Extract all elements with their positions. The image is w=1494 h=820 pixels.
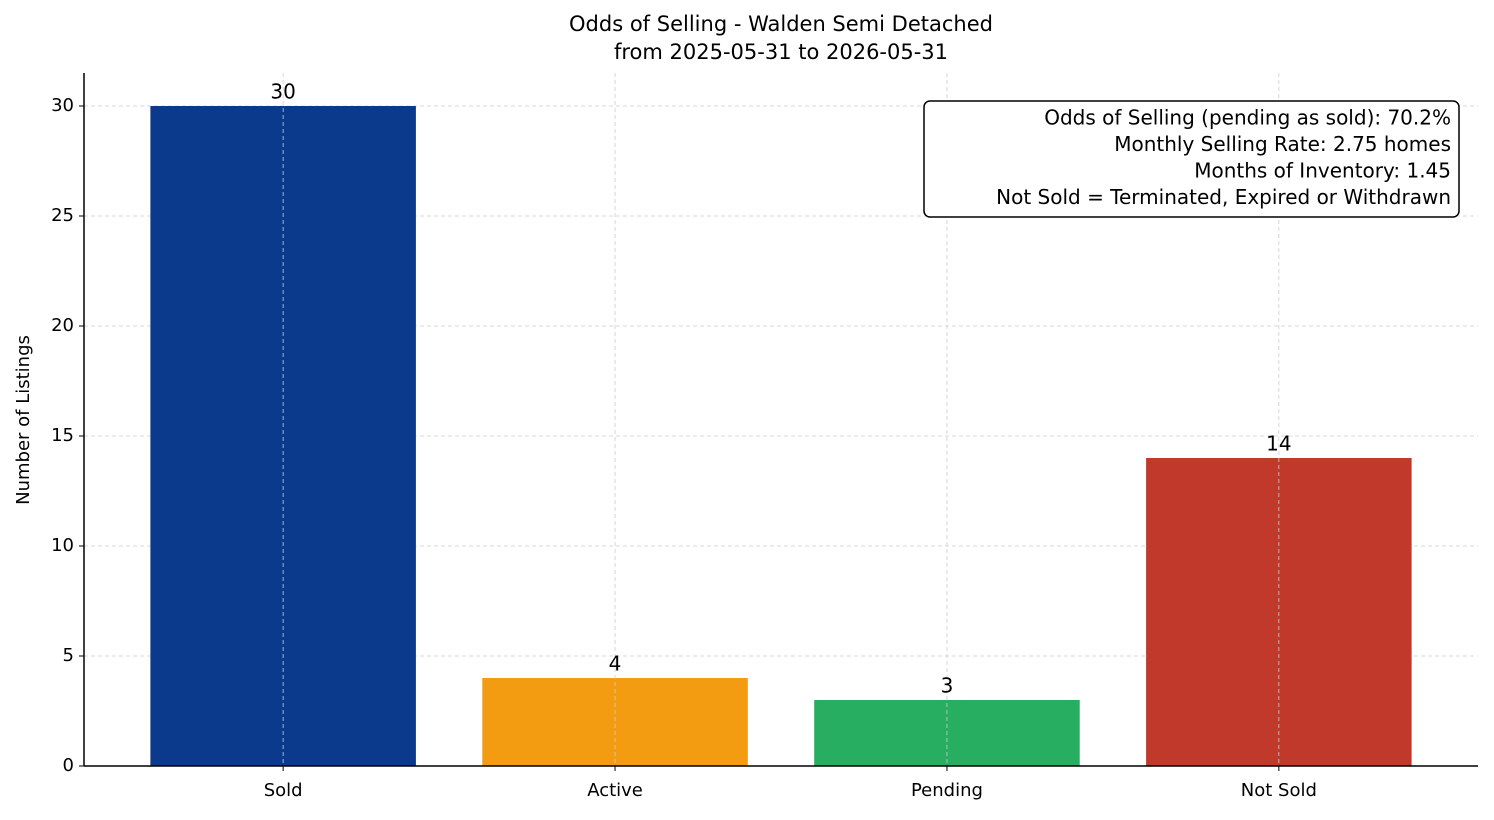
annotation-box bbox=[923, 100, 1460, 218]
chart-title: Odds of Selling - Walden Semi Detached bbox=[569, 12, 993, 36]
annotation-text: Odds of Selling (pending as sold): 70.2% bbox=[1044, 106, 1451, 130]
annotation-text: Monthly Selling Rate: 2.75 homes bbox=[1114, 132, 1451, 156]
bar bbox=[150, 106, 416, 766]
value-label: 14 bbox=[1266, 432, 1291, 456]
annotation-text: Not Sold = Terminated, Expired or Withdr… bbox=[996, 185, 1451, 209]
y-tick-label: 25 bbox=[51, 205, 74, 226]
chart-subtitle: from 2025-05-31 to 2026-05-31 bbox=[614, 40, 948, 64]
y-tick-label: 0 bbox=[63, 755, 74, 776]
y-tick-label: 20 bbox=[51, 315, 74, 336]
value-label: 4 bbox=[609, 652, 622, 676]
y-axis-label: Number of Listings bbox=[13, 335, 34, 505]
y-tick-label: 10 bbox=[51, 535, 74, 556]
value-label: 3 bbox=[941, 674, 954, 698]
x-tick-label: Active bbox=[587, 780, 643, 801]
x-tick-label: Sold bbox=[264, 780, 303, 801]
x-tick-label: Pending bbox=[911, 780, 983, 801]
y-tick-label: 30 bbox=[51, 95, 74, 116]
x-tick-label: Not Sold bbox=[1241, 780, 1317, 801]
annotation-text: Months of Inventory: 1.45 bbox=[1194, 159, 1451, 183]
y-tick-label: 5 bbox=[63, 645, 74, 666]
y-tick-label: 15 bbox=[51, 425, 74, 446]
value-label: 30 bbox=[270, 80, 295, 104]
